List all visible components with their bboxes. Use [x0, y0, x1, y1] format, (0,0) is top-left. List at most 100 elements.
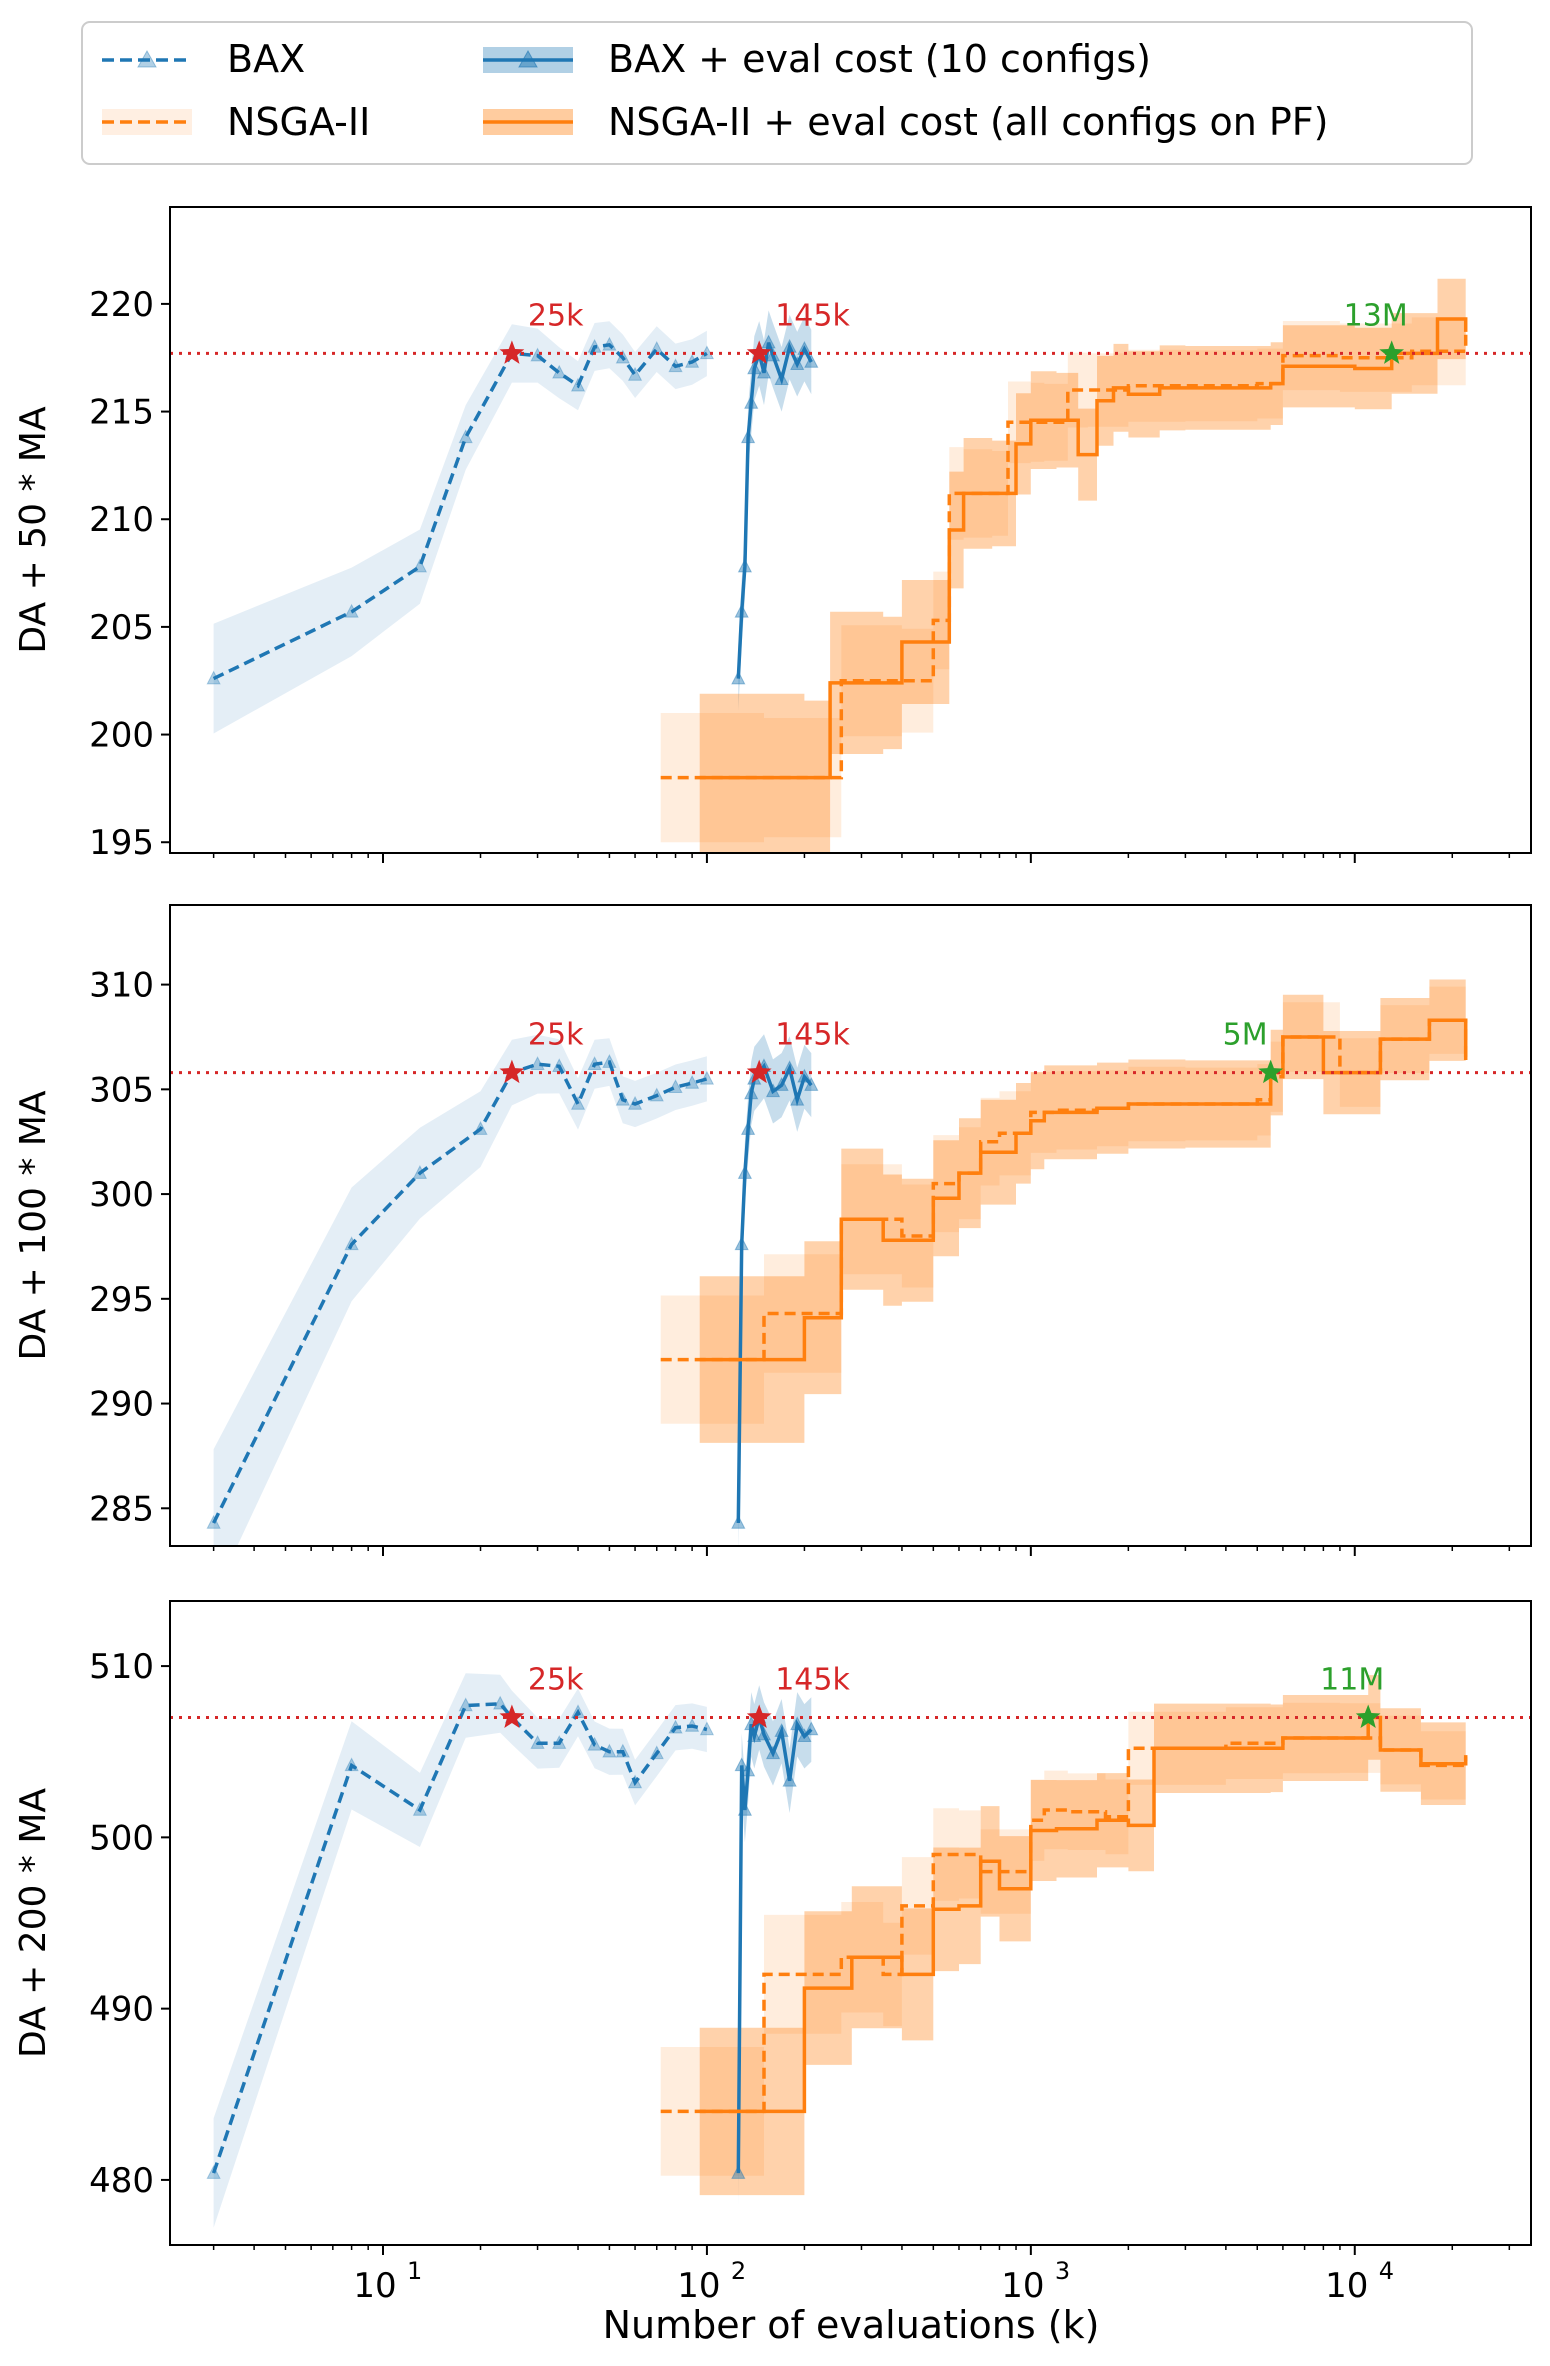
annotation-label: 25k — [528, 1662, 584, 1697]
y-tick-label: 305 — [89, 1070, 154, 1110]
bax-point — [627, 1095, 643, 1110]
y-tick-label: 295 — [89, 1280, 154, 1320]
bax-cost-line — [736, 341, 813, 679]
annotation-label: 25k — [528, 1018, 584, 1053]
x-tick-exponent: 3 — [1055, 2257, 1070, 2285]
bax-point — [344, 1236, 359, 1251]
nsga-band — [660, 300, 1466, 843]
y-axis-label: DA + 50 * MA — [13, 406, 54, 654]
bax-point — [412, 558, 428, 573]
annotation-label: 145k — [775, 1018, 850, 1053]
y-axis-label: DA + 200 * MA — [13, 1788, 54, 2058]
bax-point — [344, 1757, 359, 1772]
nsga-cost-band — [699, 278, 1466, 853]
bax-point — [570, 1095, 586, 1110]
bax-cost-point — [740, 429, 756, 444]
bax-cost-point — [804, 1077, 819, 1091]
bax-point — [530, 1056, 545, 1070]
bax-point — [602, 1743, 617, 1758]
bax-cost-band — [738, 1034, 812, 1546]
x-tick-exponent: 2 — [731, 2257, 746, 2285]
bax-point — [570, 1704, 586, 1719]
bax-point — [649, 1087, 664, 1102]
bax-cost-point — [737, 1801, 753, 1816]
x-tick-label: 10 — [677, 2266, 720, 2306]
bax-cost-point — [734, 1236, 749, 1251]
legend-entry-nsga-cost: NSGA-II + eval cost (all configs on PF) — [483, 100, 1328, 144]
y-tick-label: 480 — [89, 2161, 154, 2201]
axes-frame — [169, 1600, 1532, 2246]
annotation-label: 5M — [1223, 1018, 1268, 1053]
x-tick-exponent: 1 — [407, 2257, 422, 2285]
bax-line — [212, 1060, 708, 1524]
bax-point — [699, 1070, 715, 1085]
bax-cost-point — [740, 1121, 756, 1135]
bax-point — [684, 1717, 700, 1732]
bax-cost-point — [734, 1757, 749, 1772]
annotation-star — [499, 1704, 525, 1728]
bax-cost-line — [736, 1710, 813, 2174]
bax-band — [213, 1034, 707, 1546]
nsga-line — [660, 1018, 1468, 1362]
legend-frame — [81, 21, 1473, 165]
bax-point — [206, 670, 221, 685]
bax-cost-point — [747, 360, 762, 375]
bax-point — [458, 1697, 473, 1712]
y-tick-label: 490 — [89, 1990, 154, 2030]
bax-point — [602, 336, 617, 351]
bax-point — [684, 353, 700, 368]
bax-cost-point — [782, 338, 797, 353]
annotation-label: 145k — [775, 298, 850, 333]
panel-da-100ma: 25k 145k 5M 285 290 295 300 305 310 DA + 100 * MA — [13, 904, 1532, 1556]
bax-point — [412, 1801, 428, 1816]
bax-cost-point — [765, 1745, 781, 1760]
bax-cost-point — [747, 1728, 762, 1743]
bax-cost-point — [782, 1772, 797, 1787]
y-tick-label: 285 — [89, 1489, 154, 1529]
bax-cost-point — [774, 1077, 789, 1091]
annotation-star — [1379, 340, 1404, 364]
axes-frame — [169, 206, 1532, 854]
bax-cost-point — [774, 371, 789, 386]
bax-cost-point — [797, 1728, 812, 1743]
bax-cost-point — [740, 1762, 756, 1777]
annotation-star — [746, 340, 772, 364]
plot-content — [170, 278, 1531, 853]
nsga-band — [660, 986, 1466, 1424]
panel-da-50ma: 25k 145k 13M 195 200 205 210 215 220 DA + 50 * MA — [13, 206, 1532, 863]
legend-bax-cost-marker — [518, 49, 538, 68]
y-tick-label: 210 — [89, 500, 154, 540]
bax-cost-point — [737, 1165, 753, 1179]
bax-point — [615, 349, 630, 364]
axes-frame — [169, 904, 1532, 1547]
legend-entry-bax: BAX — [102, 37, 305, 81]
bax-point — [493, 1695, 508, 1710]
legend-entry-nsga: NSGA-II — [102, 100, 370, 144]
legend-bax-marker — [137, 49, 157, 68]
legend-svg: BAX NSGA-II BAX + eval cost (10 configs)… — [81, 21, 1473, 165]
panel-da-200ma: 25k 145k 11M 480 490 500 510 DA + 200 * MA 10 1 10… — [13, 1600, 1532, 2306]
nsga-cost-line — [699, 317, 1468, 780]
x-axis-label: Number of evaluations (k) — [603, 2303, 1100, 2347]
legend-nsga-label: NSGA-II — [227, 100, 370, 144]
bax-cost-point — [761, 334, 776, 349]
bax-cost-point — [782, 1060, 797, 1075]
y-tick-label: 500 — [89, 1818, 154, 1858]
annotation-star — [1355, 1704, 1381, 1728]
y-tick-label: 215 — [89, 393, 154, 433]
nsga-cost-band — [699, 1675, 1466, 2196]
x-tick-label: 10 — [353, 2266, 396, 2306]
bax-point — [649, 1745, 664, 1760]
bax-cost-point — [737, 558, 753, 573]
annotation-star — [499, 1059, 525, 1084]
y-tick-label: 200 — [89, 716, 154, 756]
y-axis-label: DA + 100 * MA — [13, 1090, 54, 1360]
bax-point — [668, 358, 683, 373]
bax-point — [552, 364, 567, 379]
bax-band — [213, 321, 707, 734]
bax-line — [211, 1702, 708, 2174]
bax-cost-point — [744, 1085, 759, 1100]
bax-cost-point — [797, 341, 812, 355]
